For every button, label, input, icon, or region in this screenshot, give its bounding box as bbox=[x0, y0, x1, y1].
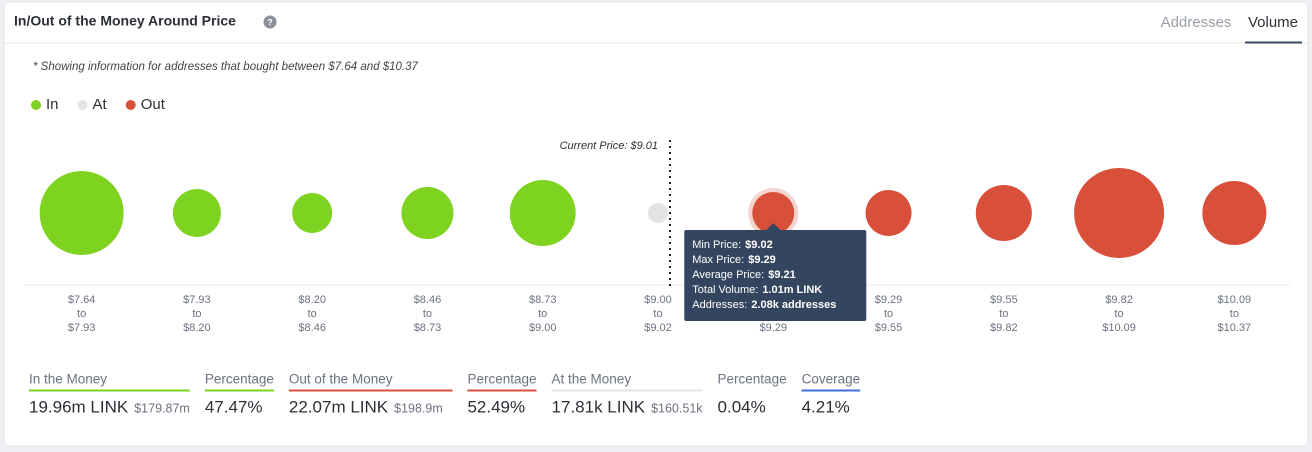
legend-dot bbox=[125, 100, 136, 110]
legend-dot bbox=[31, 100, 41, 110]
tab-active[interactable]: Volume bbox=[1248, 14, 1298, 31]
bubble[interactable] bbox=[401, 186, 454, 240]
bubble[interactable] bbox=[1202, 180, 1267, 246]
stat-label: Coverage bbox=[802, 372, 861, 387]
bubble[interactable] bbox=[292, 192, 333, 234]
tooltip-value: 2.08k addresses bbox=[751, 299, 836, 311]
bubble[interactable] bbox=[647, 202, 669, 224]
x-tick-label: to bbox=[308, 308, 317, 320]
x-tick-label: $9.29 bbox=[760, 322, 788, 334]
x-tick-label: $10.37 bbox=[1218, 322, 1252, 334]
note: * Showing information for addresses that… bbox=[33, 61, 418, 73]
bubble[interactable] bbox=[975, 184, 1032, 242]
tooltip-value: $9.02 bbox=[745, 239, 773, 251]
bubble[interactable] bbox=[172, 188, 221, 238]
stat-value: 19.96m LINK bbox=[29, 397, 129, 416]
x-tick-label: $9.82 bbox=[1105, 294, 1133, 306]
tooltip-label: Min Price: bbox=[692, 239, 741, 251]
x-tick-label: $7.93 bbox=[68, 322, 96, 334]
bubble[interactable] bbox=[39, 171, 124, 255]
stat-label: In the Money bbox=[29, 372, 107, 387]
legend-label: In bbox=[46, 96, 59, 113]
stat-sub: $179.87m bbox=[134, 401, 190, 415]
tooltip-label: Total Volume: bbox=[692, 284, 758, 296]
x-tick-label: $9.29 bbox=[875, 294, 903, 306]
tooltip-row: Min Price: $9.02 bbox=[692, 239, 772, 251]
bubble[interactable] bbox=[1074, 168, 1165, 258]
x-tick-label: to bbox=[1230, 308, 1239, 320]
x-tick-label: $7.64 bbox=[68, 294, 96, 306]
stat-value: 52.49% bbox=[467, 397, 525, 416]
help-glyph: ? bbox=[267, 17, 273, 27]
x-tick-label: to bbox=[653, 308, 662, 320]
tooltip-label: Average Price: bbox=[692, 269, 764, 281]
stat-value: 47.47% bbox=[205, 397, 263, 416]
bubble[interactable] bbox=[752, 192, 795, 234]
x-tick-label: $8.46 bbox=[414, 294, 442, 306]
stat-sub: $160.51k bbox=[651, 401, 703, 415]
stat-value: 4.21% bbox=[802, 397, 850, 416]
x-tick-label: $10.09 bbox=[1102, 322, 1136, 334]
stat-value: 17.81k LINK bbox=[552, 397, 646, 416]
current-price-label: Current Price: $9.01 bbox=[560, 140, 658, 152]
x-tick-label: $8.46 bbox=[298, 322, 326, 334]
help-icon[interactable] bbox=[263, 15, 277, 29]
legend-dot bbox=[77, 100, 88, 110]
tooltip-arrow bbox=[766, 223, 781, 230]
x-tick-label: to bbox=[423, 308, 432, 320]
tooltip-value: $9.21 bbox=[768, 269, 796, 281]
tab[interactable]: Addresses bbox=[1161, 14, 1232, 31]
tooltip-row: Addresses: 2.08k addresses bbox=[692, 299, 836, 311]
x-tick-label: to bbox=[1114, 308, 1123, 320]
x-tick-label: $8.20 bbox=[298, 294, 326, 306]
x-tick-label: to bbox=[999, 308, 1008, 320]
x-tick-label: to bbox=[884, 308, 893, 320]
tooltip bbox=[684, 230, 867, 321]
x-tick-label: $8.73 bbox=[414, 322, 442, 334]
x-tick-label: $7.93 bbox=[183, 294, 211, 306]
bubble[interactable] bbox=[865, 190, 912, 236]
x-tick-label: $9.02 bbox=[644, 322, 672, 334]
tooltip-row: Max Price: $9.29 bbox=[692, 254, 776, 266]
tooltip-value: 1.01m LINK bbox=[762, 284, 822, 296]
stat-label: Out of the Money bbox=[289, 372, 393, 387]
stat-value: 0.04% bbox=[718, 397, 766, 416]
tooltip-row: Total Volume: 1.01m LINK bbox=[692, 284, 822, 296]
x-tick-label: $9.55 bbox=[875, 322, 903, 334]
tooltip-label: Addresses: bbox=[692, 299, 747, 311]
legend-label: At bbox=[93, 96, 108, 113]
stat-label: Percentage bbox=[718, 372, 787, 387]
card bbox=[3, 1, 1309, 447]
x-tick-label: $8.73 bbox=[529, 294, 557, 306]
x-tick-label: to bbox=[538, 308, 547, 320]
tooltip-row: Average Price: $9.21 bbox=[692, 269, 795, 281]
stat-value: 22.07m LINK bbox=[289, 397, 389, 416]
x-tick-label: $9.55 bbox=[990, 294, 1018, 306]
x-tick-label: to bbox=[77, 308, 86, 320]
stat-label: Percentage bbox=[467, 372, 536, 387]
x-tick-label: $9.82 bbox=[990, 322, 1018, 334]
x-tick-label: $8.20 bbox=[183, 322, 211, 334]
stat-label: Percentage bbox=[205, 372, 274, 387]
x-tick-label: $9.00 bbox=[529, 322, 557, 334]
x-tick-label: $9.00 bbox=[644, 294, 672, 306]
x-tick-label: $10.09 bbox=[1218, 294, 1252, 306]
bubble[interactable] bbox=[509, 180, 576, 246]
chart-title: In/Out of the Money Around Price bbox=[14, 13, 236, 29]
stat-label: At the Money bbox=[552, 372, 632, 387]
x-tick-label: to bbox=[192, 308, 201, 320]
stat-sub: $198.9m bbox=[394, 401, 443, 415]
tooltip-label: Max Price: bbox=[692, 254, 744, 266]
tooltip-value: $9.29 bbox=[748, 254, 776, 266]
legend-label: Out bbox=[141, 96, 166, 113]
